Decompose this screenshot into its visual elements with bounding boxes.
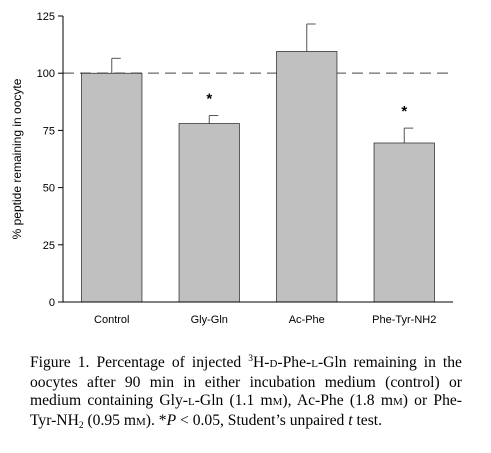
nh2-subscript: 2	[78, 420, 84, 431]
small-caps-l: L	[188, 396, 195, 408]
small-caps-m: M	[392, 396, 403, 408]
small-caps-m: M	[272, 396, 283, 408]
y-tick-label: 25	[43, 240, 55, 252]
caption-text: ). *	[145, 411, 167, 429]
caption-text: ), Ac-Phe (1.8 m	[282, 392, 393, 409]
bar-chart-figure: * * Control Gly-Gln Ac-Phe Phe-Tyr-NH2 0 25 50 7…	[10, 11, 453, 326]
bar-control	[81, 72, 143, 303]
caption-text: ) or Phe-Tyr-NH	[30, 392, 462, 429]
x-tick-label: Ac-Phe	[289, 314, 325, 326]
caption-text: < 0.05, Student’s unpaired	[176, 411, 349, 429]
y-tick-label: 75	[43, 125, 55, 137]
y-tick-label: 100	[37, 68, 55, 80]
chart-canvas: * * Control Gly-Gln Ac-Phe Phe-Tyr-NH2 0 25 50 7…	[10, 11, 453, 326]
caption-text: test.	[352, 411, 383, 429]
small-caps-d: D	[269, 358, 278, 370]
bar-phe-tyr-nh2	[373, 142, 435, 303]
caption-text: -Phe-	[277, 354, 312, 371]
caption-prefix: Figure 1. Percentage of injected	[30, 354, 249, 371]
x-tick-label: Control	[94, 314, 129, 326]
t-italic: t	[348, 411, 353, 429]
caption-text: -Gln remaining in the oocytes after 90 m…	[30, 354, 462, 409]
bar-ac-phe	[276, 51, 338, 303]
y-axis-title: % peptide remaining in oocyte	[10, 78, 24, 239]
isotope-superscript: 3	[248, 354, 253, 364]
significance-star: *	[401, 103, 407, 120]
significance-star: *	[206, 91, 212, 108]
bar-gly-gln	[178, 123, 240, 303]
small-caps-m: M	[136, 415, 146, 428]
x-tick-label: Gly-Gln	[191, 314, 228, 326]
small-caps-l: L	[311, 358, 318, 370]
p-italic: P	[166, 411, 177, 429]
y-tick-label: 125	[37, 11, 55, 23]
caption-text: -Gln (1.1 m	[194, 392, 273, 409]
x-tick-label: Phe-Tyr-NH2	[372, 314, 436, 326]
y-tick-label: 0	[49, 297, 55, 309]
y-tick-label: 50	[43, 183, 55, 195]
figure-caption: Figure 1. Percentage of injected 3H-D-Ph…	[30, 354, 462, 431]
caption-text: H-	[253, 354, 270, 371]
caption-text: (0.95 m	[83, 411, 137, 429]
